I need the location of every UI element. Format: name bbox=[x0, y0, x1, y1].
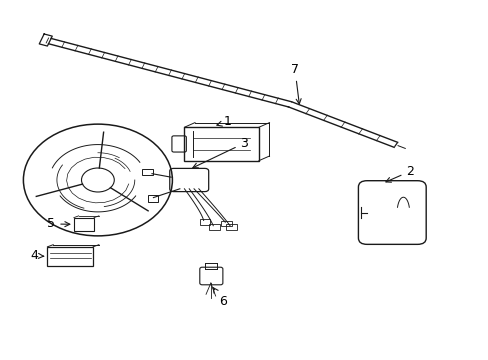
Text: 2: 2 bbox=[385, 165, 413, 182]
Text: 3: 3 bbox=[192, 136, 248, 168]
Text: 5: 5 bbox=[47, 217, 70, 230]
Bar bbox=[200, 219, 210, 225]
Text: 6: 6 bbox=[213, 288, 226, 308]
Text: 7: 7 bbox=[290, 63, 301, 104]
Text: 1: 1 bbox=[217, 116, 231, 129]
Bar bbox=[142, 169, 153, 175]
Text: 4: 4 bbox=[30, 249, 43, 262]
Bar bbox=[209, 224, 220, 230]
Bar bbox=[221, 221, 231, 226]
Bar bbox=[184, 127, 258, 161]
Bar bbox=[226, 224, 236, 230]
Bar bbox=[74, 218, 94, 231]
Bar bbox=[47, 247, 93, 266]
Bar bbox=[147, 195, 158, 202]
